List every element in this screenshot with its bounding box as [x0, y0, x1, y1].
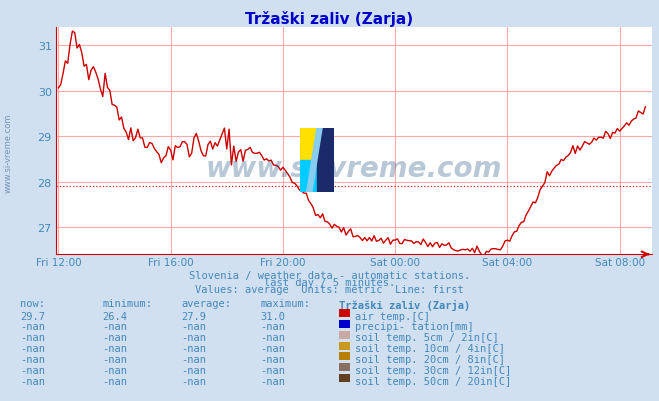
Text: -nan: -nan: [20, 365, 45, 375]
Polygon shape: [300, 160, 317, 192]
Text: -nan: -nan: [102, 343, 127, 353]
Text: -nan: -nan: [181, 322, 206, 332]
Text: -nan: -nan: [20, 354, 45, 364]
Text: soil temp. 20cm / 8in[C]: soil temp. 20cm / 8in[C]: [355, 354, 505, 364]
Text: -nan: -nan: [102, 376, 127, 386]
Text: www.si-vreme.com: www.si-vreme.com: [3, 113, 13, 192]
Text: precipi- tation[mm]: precipi- tation[mm]: [355, 322, 474, 332]
Text: -nan: -nan: [20, 322, 45, 332]
Text: minimum:: minimum:: [102, 299, 152, 309]
Text: soil temp. 10cm / 4in[C]: soil temp. 10cm / 4in[C]: [355, 343, 505, 353]
Text: 26.4: 26.4: [102, 311, 127, 321]
Text: -nan: -nan: [20, 343, 45, 353]
Text: now:: now:: [20, 299, 45, 309]
Text: -nan: -nan: [181, 354, 206, 364]
Text: average:: average:: [181, 299, 231, 309]
Text: 31.0: 31.0: [260, 311, 285, 321]
Text: -nan: -nan: [181, 343, 206, 353]
Text: -nan: -nan: [102, 354, 127, 364]
Text: soil temp. 50cm / 20in[C]: soil temp. 50cm / 20in[C]: [355, 376, 511, 386]
Text: Tržaški zaliv (Zarja): Tržaški zaliv (Zarja): [245, 11, 414, 27]
Polygon shape: [306, 128, 322, 192]
Text: 27.9: 27.9: [181, 311, 206, 321]
Text: 29.7: 29.7: [20, 311, 45, 321]
Polygon shape: [317, 128, 334, 192]
Text: -nan: -nan: [181, 365, 206, 375]
Text: Tržaški zaliv (Zarja): Tržaški zaliv (Zarja): [339, 299, 471, 310]
Text: -nan: -nan: [20, 332, 45, 342]
Text: -nan: -nan: [260, 376, 285, 386]
Text: -nan: -nan: [260, 365, 285, 375]
Text: Values: average  Units: metric  Line: first: Values: average Units: metric Line: firs…: [195, 284, 464, 294]
Text: air temp.[C]: air temp.[C]: [355, 311, 430, 321]
Text: -nan: -nan: [102, 365, 127, 375]
Text: -nan: -nan: [181, 376, 206, 386]
Text: soil temp. 30cm / 12in[C]: soil temp. 30cm / 12in[C]: [355, 365, 511, 375]
Text: -nan: -nan: [20, 376, 45, 386]
Text: maximum:: maximum:: [260, 299, 310, 309]
Text: -nan: -nan: [181, 332, 206, 342]
Text: -nan: -nan: [102, 322, 127, 332]
Text: -nan: -nan: [260, 332, 285, 342]
Text: Slovenia / weather data - automatic stations.: Slovenia / weather data - automatic stat…: [189, 271, 470, 281]
Polygon shape: [300, 128, 317, 160]
Text: last day / 5 minutes.: last day / 5 minutes.: [264, 277, 395, 288]
Text: -nan: -nan: [260, 354, 285, 364]
Text: -nan: -nan: [260, 322, 285, 332]
Text: -nan: -nan: [260, 343, 285, 353]
Text: www.si-vreme.com: www.si-vreme.com: [206, 154, 502, 182]
Text: -nan: -nan: [102, 332, 127, 342]
Text: soil temp. 5cm / 2in[C]: soil temp. 5cm / 2in[C]: [355, 332, 499, 342]
